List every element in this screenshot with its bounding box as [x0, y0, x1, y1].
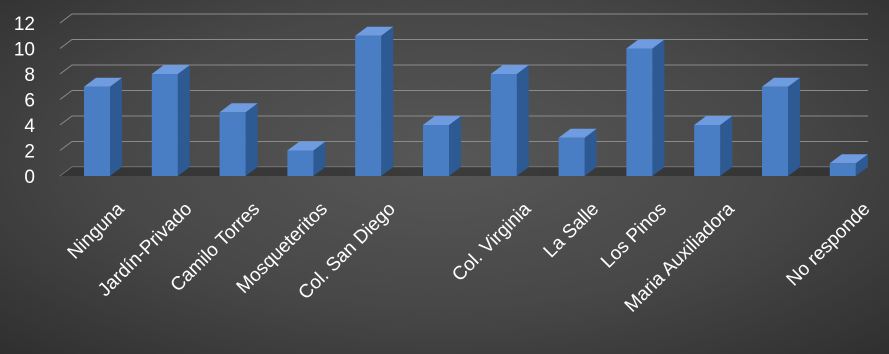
bar-front [152, 74, 178, 176]
bar-front [491, 74, 517, 176]
bars [84, 27, 868, 176]
y-tick-label: 4 [24, 116, 35, 137]
bar-side [449, 116, 461, 176]
bar [220, 103, 258, 176]
y-tick-label: 8 [24, 65, 35, 86]
bar-front [287, 151, 313, 177]
bar-front [762, 87, 788, 176]
bar-side [178, 65, 190, 176]
bar [152, 65, 190, 176]
bar-front [626, 49, 652, 177]
gridline [60, 14, 868, 23]
y-tick-label: 0 [24, 167, 35, 188]
bar-side [517, 65, 529, 176]
bar [830, 154, 868, 176]
bar [559, 129, 597, 176]
bar-side [110, 78, 122, 176]
bar [491, 65, 529, 176]
bar-front [220, 112, 246, 176]
bar-front [423, 125, 449, 176]
y-tick-label: 10 [14, 40, 35, 61]
bar [694, 116, 732, 176]
bar-front [355, 36, 381, 176]
bar-side [381, 27, 393, 176]
y-tick-label: 12 [14, 14, 35, 35]
bar-front [84, 87, 110, 176]
bar-front [559, 138, 585, 176]
bar-side [652, 40, 664, 177]
x-category-label: Ninguna [64, 198, 129, 263]
bar-side [246, 103, 258, 176]
bar-side [720, 116, 732, 176]
x-category-label: Col. Virginia [448, 198, 535, 285]
bar [762, 78, 800, 176]
x-category-label: La Salle [540, 199, 603, 262]
bar [287, 142, 325, 177]
bar-side [788, 78, 800, 176]
y-axis-ticks: 0 2 4 6 8 10 12 [14, 14, 36, 188]
y-tick-label: 6 [24, 91, 35, 112]
x-category-label: No responde [783, 199, 875, 291]
bar [423, 116, 461, 176]
y-tick-label: 2 [24, 142, 35, 163]
bar [355, 27, 393, 176]
bar-front [830, 163, 856, 176]
gridline [60, 40, 868, 49]
bar [84, 78, 122, 176]
bar-front [694, 125, 720, 176]
bar [626, 40, 664, 177]
